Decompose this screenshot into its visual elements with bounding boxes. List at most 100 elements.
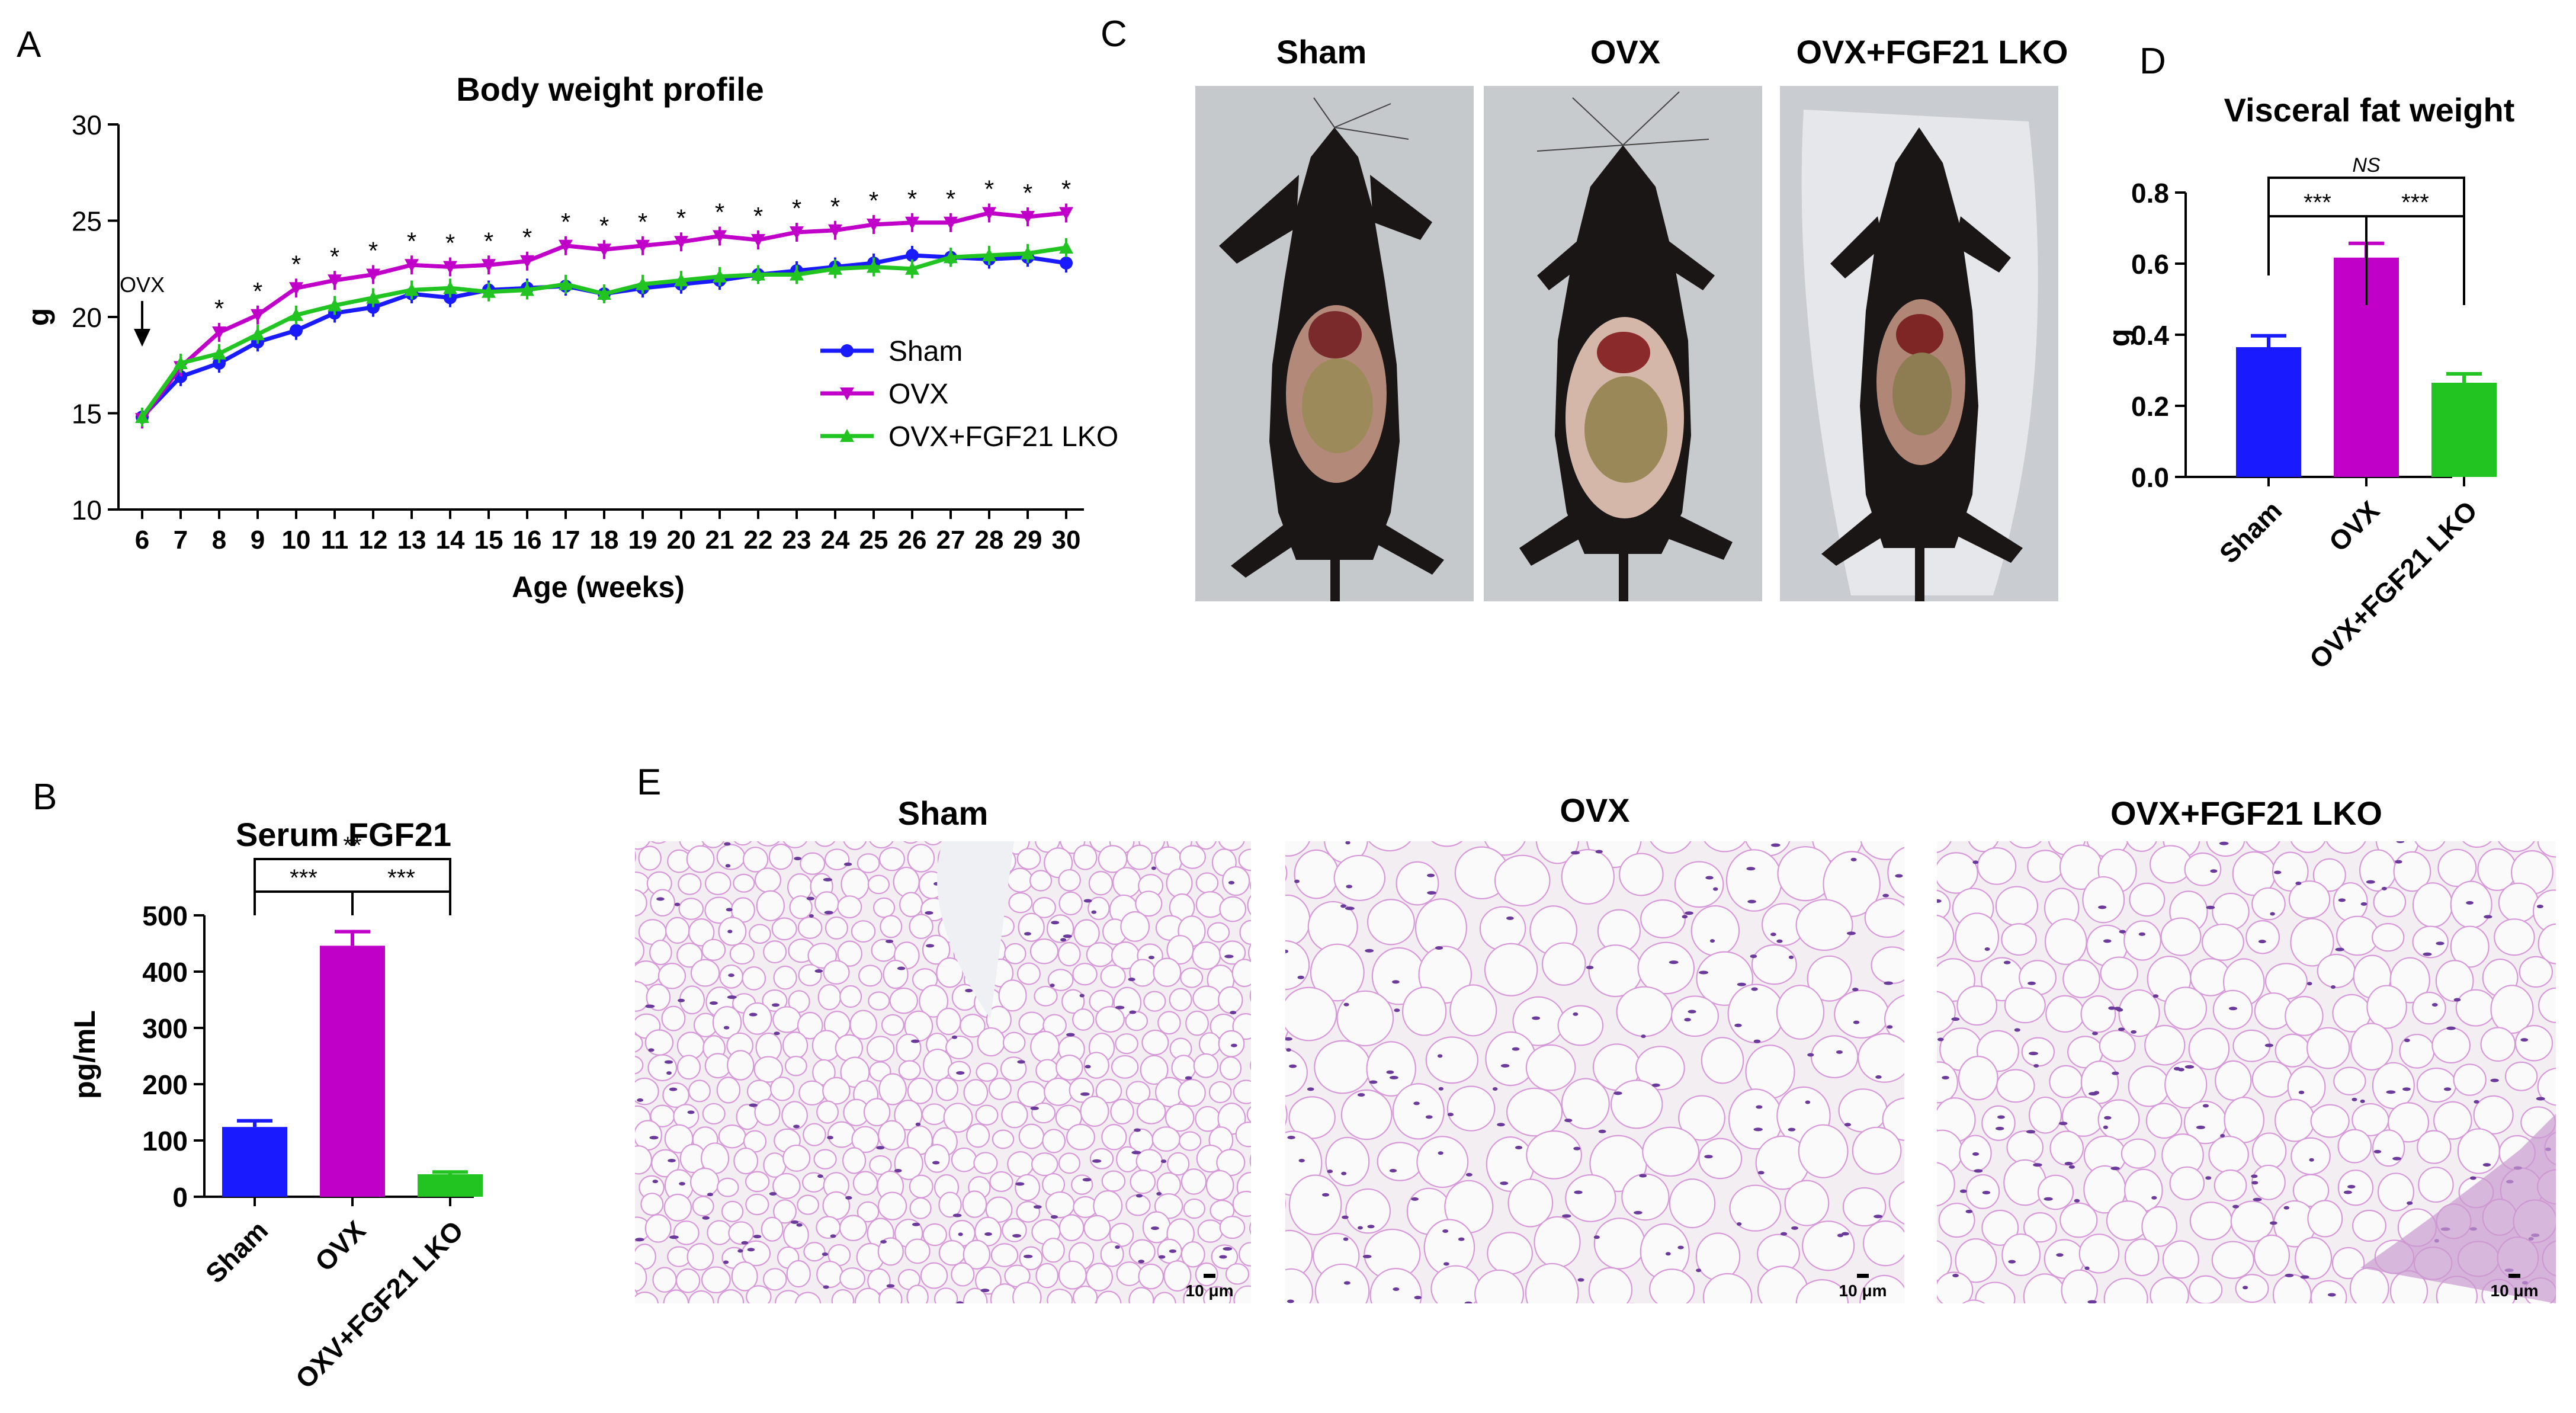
adipocyte-cell [1239,1242,1251,1267]
significance-label: *** [2401,190,2429,216]
nucleus [1747,899,1756,903]
adipocyte-cell [919,985,949,1018]
adipocyte-cell [754,867,782,893]
nucleus [1753,1127,1763,1132]
bar-2 [418,1174,483,1197]
adipocyte-cell [1143,991,1166,1012]
adipocyte-cell [889,987,919,1014]
adipocyte-cell [771,917,797,941]
nucleus [2352,1097,2357,1101]
adipocyte-cell [863,1098,891,1127]
adipocyte-cell [2144,1024,2186,1066]
adipocyte-cell [2062,959,2100,998]
bar-0 [222,1127,287,1197]
nucleus [1574,1190,1583,1194]
adipocyte-cell [1541,942,1586,986]
nucleus [774,1031,780,1036]
adipocyte-cell [1669,1178,1716,1229]
adipocyte-cell [717,1289,745,1303]
nucleus [1228,880,1235,885]
adipocyte-cell [1340,1089,1393,1140]
nuclei [1285,841,1903,1303]
nucleus [1791,1226,1798,1230]
adipocyte-cell [1246,1106,1251,1123]
nucleus [2331,985,2336,989]
nucleus [2253,1197,2262,1201]
adipocyte-cell [881,1014,904,1036]
adipocyte-cell [975,1266,1002,1295]
significance-star: * [753,202,763,230]
nucleus [2152,994,2159,998]
adipocyte-cell [2519,956,2553,988]
adipocyte-cell [2141,1206,2177,1247]
adipocyte-cell [1095,1078,1122,1104]
nucleus [1169,1249,1177,1253]
adipocyte-cell [1887,847,1904,898]
adipocyte-cell [1046,914,1074,943]
nucleus [956,1071,965,1075]
nucleus [1972,1152,1980,1156]
adipocyte-cell [773,965,797,990]
adipocyte-cell [1061,989,1085,1014]
adipocyte-cell [1018,1123,1045,1149]
adipocyte-cell [688,1079,711,1103]
nucleus [637,1098,644,1102]
adipocyte-cell [883,959,909,989]
nucleus [769,1192,777,1196]
adipocyte-cell [651,1149,680,1178]
adipocyte-cell [1183,1198,1205,1219]
adipocyte-cell [1294,849,1339,899]
nucleus [749,1103,758,1107]
adipocyte-cell [2021,1037,2055,1067]
adipocyte-cell [2288,880,2331,919]
data-point [1021,246,1035,259]
adipocyte-cell [856,853,880,873]
adipocyte-cell [786,1260,811,1288]
adipocyte-cell [1333,854,1386,901]
adipocyte-cell [1325,1136,1370,1187]
scale-bar [1857,1274,1869,1278]
adipocyte-cell [1018,912,1045,942]
adipocyte-cell [1101,1170,1126,1192]
adipocyte-cell [817,984,842,1011]
nucleus [823,1285,829,1289]
nucleus [674,902,681,906]
adipocyte-cell [2494,918,2535,956]
nucleus [1709,939,1715,943]
adipocyte-cell [1125,1081,1151,1104]
x-tick-label: 17 [551,526,580,555]
adipocyte-cell [770,1076,795,1101]
adipocyte-cell [1981,1105,2016,1141]
nucleus [1358,1226,1363,1230]
adipocyte-cell [2514,1025,2553,1062]
nucleus [2074,1199,2080,1203]
y-tick-label: 300 [142,1013,188,1044]
adipocyte-cell [924,841,942,845]
x-tick-label: 19 [628,526,657,555]
adipocyte-cell [1072,963,1098,986]
significance-label: *** [2304,190,2331,216]
adipocyte-cell [1937,1162,1955,1207]
y-tick-label: 25 [72,206,102,237]
nucleus [1781,1232,1788,1236]
adipocyte-cell [729,943,755,965]
adipocyte-cell [1207,922,1230,943]
adipocyte-cell [798,1080,826,1106]
adipocyte-cell [1058,1152,1081,1174]
significance-star: * [676,204,686,232]
nucleus [656,897,665,901]
adipocyte-cell [1431,841,1463,847]
nucleus [1362,1254,1372,1258]
nucleus [2453,998,2461,1002]
adipocyte-cell [839,1267,865,1290]
adipocyte-cell [2027,850,2064,883]
data-point [674,273,688,287]
adipocyte-cell [2129,882,2166,917]
nucleus [1298,1158,1305,1162]
data-point [867,259,881,273]
nucleus [1185,1076,1192,1080]
adipocyte-cell [2097,1099,2140,1140]
nucleus [1346,885,1353,889]
adipocyte-cell [2162,1240,2199,1279]
adipocyte-cell [2359,849,2397,892]
